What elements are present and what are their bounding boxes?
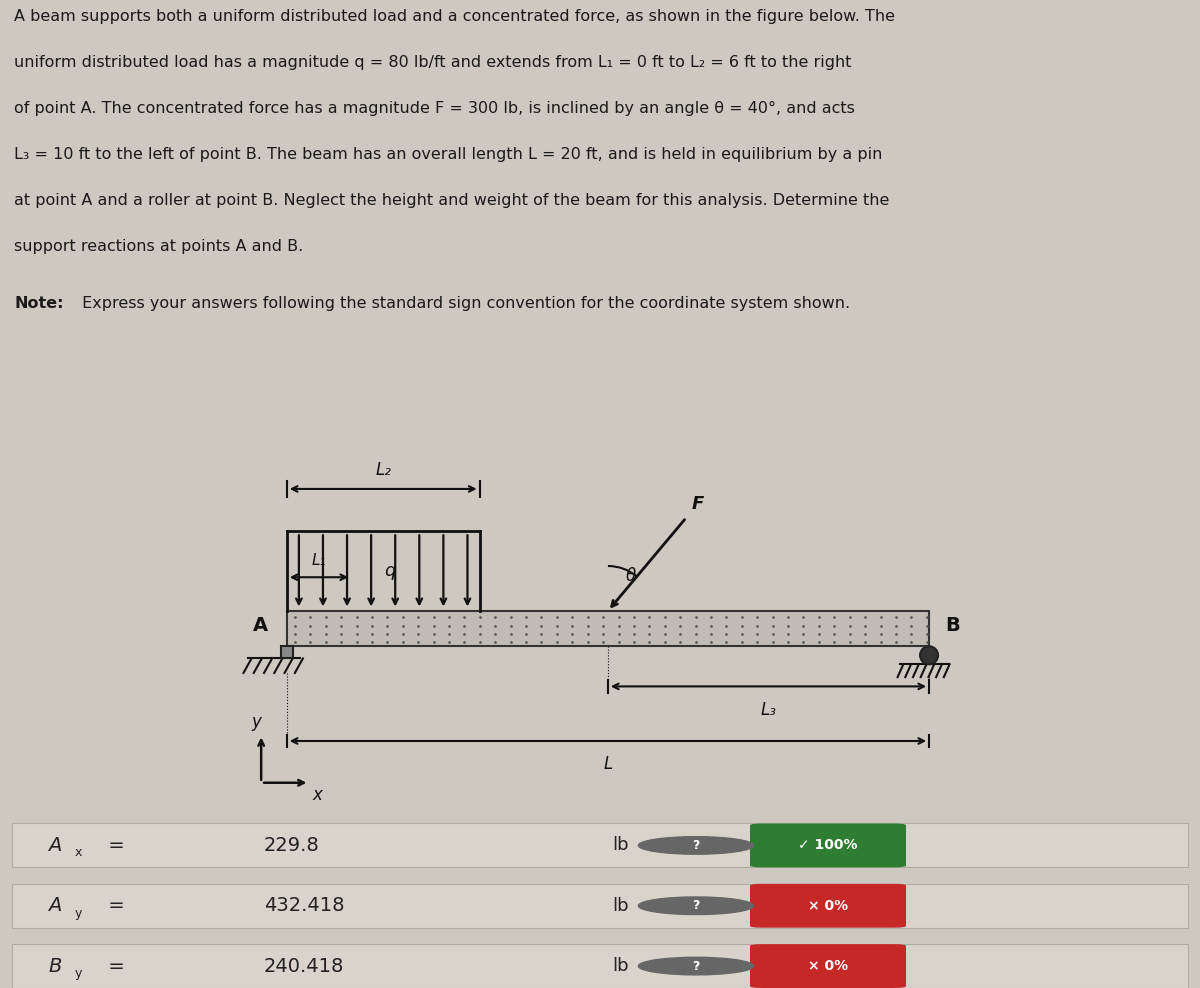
- Text: =: =: [102, 836, 125, 855]
- Text: at point A and a roller at point B. Neglect the height and weight of the beam fo: at point A and a roller at point B. Negl…: [14, 193, 889, 207]
- Text: lb: lb: [612, 957, 629, 975]
- Text: y: y: [74, 967, 82, 980]
- Text: lb: lb: [612, 897, 629, 915]
- Circle shape: [638, 957, 754, 975]
- Text: L₁: L₁: [312, 552, 326, 567]
- Text: L₂: L₂: [376, 461, 391, 479]
- Text: A: A: [48, 896, 61, 915]
- Text: support reactions at points A and B.: support reactions at points A and B.: [14, 239, 304, 254]
- FancyBboxPatch shape: [750, 824, 906, 867]
- Text: A: A: [252, 616, 268, 635]
- FancyBboxPatch shape: [750, 945, 906, 988]
- Text: θ: θ: [625, 567, 636, 585]
- Circle shape: [638, 897, 754, 915]
- Text: q: q: [384, 562, 395, 580]
- Text: × 0%: × 0%: [808, 899, 848, 913]
- Text: =: =: [102, 956, 125, 975]
- Text: uniform distributed load has a magnitude q = 80 lb/ft and extends from L₁ = 0 ft: uniform distributed load has a magnitude…: [14, 55, 852, 70]
- Text: ?: ?: [692, 899, 700, 912]
- Text: x: x: [74, 847, 82, 860]
- Text: y: y: [252, 713, 262, 731]
- Text: × 0%: × 0%: [808, 959, 848, 973]
- FancyBboxPatch shape: [12, 945, 1188, 988]
- Text: of point A. The concentrated force has a magnitude F = 300 lb, is inclined by an: of point A. The concentrated force has a…: [14, 101, 856, 116]
- Text: L₃ = 10 ft to the left of point B. The beam has an overall length L = 20 ft, and: L₃ = 10 ft to the left of point B. The b…: [14, 147, 883, 162]
- Text: 229.8: 229.8: [264, 836, 319, 855]
- Text: Note:: Note:: [14, 296, 64, 311]
- Text: ?: ?: [692, 839, 700, 852]
- Text: A: A: [48, 836, 61, 855]
- Bar: [281, 646, 293, 658]
- Text: B: B: [946, 616, 960, 635]
- Text: ?: ?: [692, 959, 700, 972]
- Text: Express your answers following the standard sign convention for the coordinate s: Express your answers following the stand…: [77, 296, 850, 311]
- Text: y: y: [74, 907, 82, 920]
- FancyBboxPatch shape: [12, 884, 1188, 928]
- Text: F: F: [691, 495, 703, 513]
- Text: A beam supports both a uniform distributed load and a concentrated force, as sho: A beam supports both a uniform distribut…: [14, 9, 895, 24]
- Text: 432.418: 432.418: [264, 896, 344, 915]
- FancyBboxPatch shape: [750, 884, 906, 928]
- Text: x: x: [312, 786, 323, 804]
- Circle shape: [638, 837, 754, 855]
- Text: 240.418: 240.418: [264, 956, 344, 975]
- Text: ✓ 100%: ✓ 100%: [798, 839, 858, 853]
- FancyBboxPatch shape: [12, 824, 1188, 867]
- Text: B: B: [48, 956, 61, 975]
- Text: lb: lb: [612, 837, 629, 855]
- Circle shape: [920, 646, 938, 664]
- Text: L: L: [604, 756, 612, 774]
- Text: =: =: [102, 896, 125, 915]
- Bar: [287, 611, 929, 646]
- Text: L₃: L₃: [761, 700, 776, 719]
